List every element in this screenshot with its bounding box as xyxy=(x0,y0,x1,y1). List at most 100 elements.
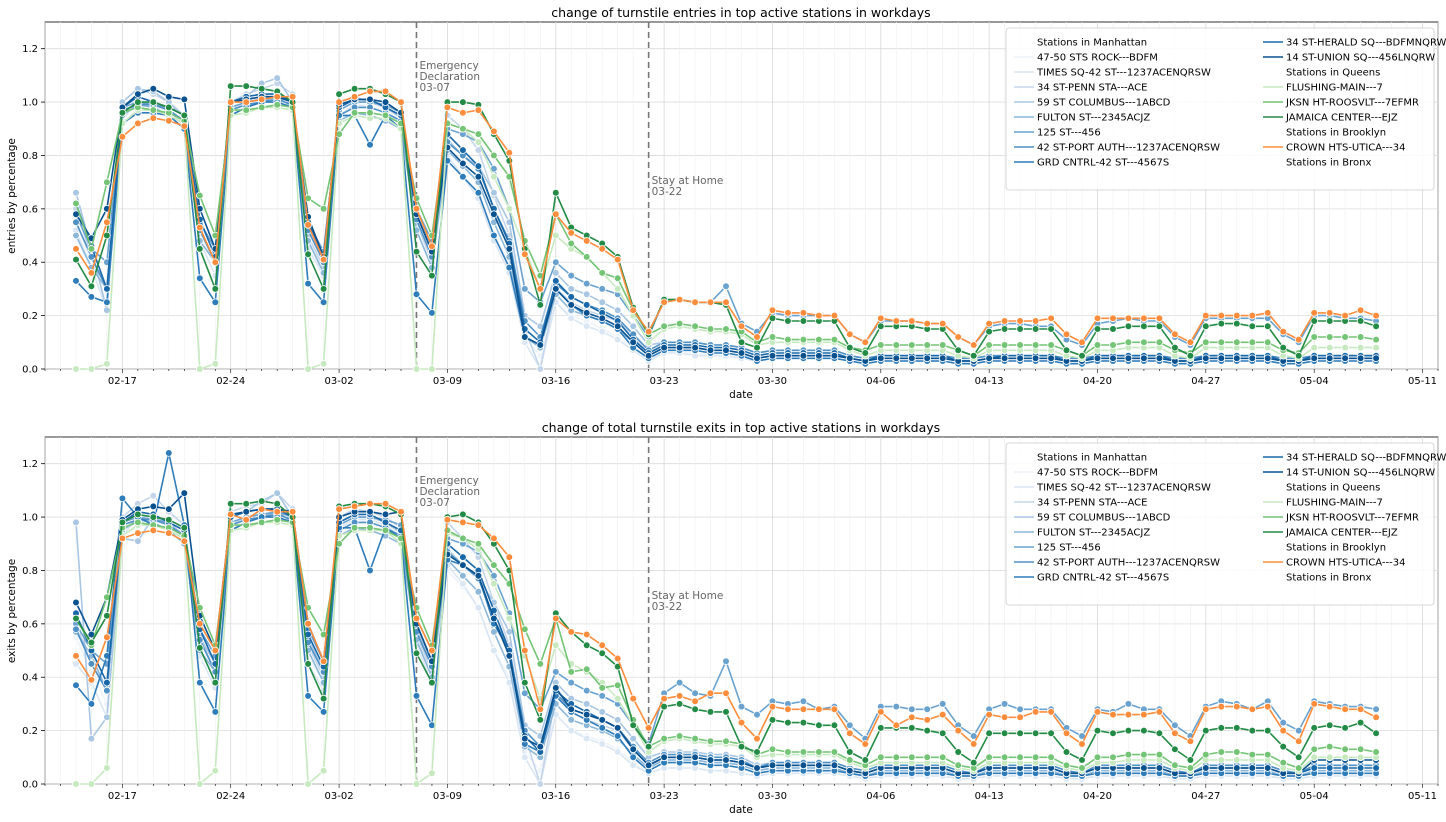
data-point xyxy=(938,729,947,738)
data-point xyxy=(350,502,359,511)
data-point xyxy=(490,151,498,160)
data-point xyxy=(1124,710,1133,719)
data-point xyxy=(737,338,746,347)
data-point xyxy=(567,716,575,724)
data-point xyxy=(1202,354,1210,363)
data-point xyxy=(490,210,498,219)
data-point xyxy=(520,646,529,655)
x-axis-label-exits: date xyxy=(729,804,753,816)
data-point xyxy=(72,365,80,373)
data-point xyxy=(969,351,978,360)
data-point xyxy=(1341,354,1349,363)
data-point xyxy=(613,274,622,283)
data-point xyxy=(567,229,575,237)
data-point xyxy=(753,764,761,772)
data-point xyxy=(1000,317,1009,325)
data-point xyxy=(799,335,808,344)
data-point xyxy=(861,756,870,764)
legend-entry: FLUSHING-MAIN---7 xyxy=(1286,498,1383,509)
data-point xyxy=(675,343,684,352)
data-point xyxy=(196,678,204,687)
data-point xyxy=(165,92,173,101)
data-point xyxy=(923,705,931,714)
x-tick-label: 03-02 xyxy=(325,791,354,802)
data-point xyxy=(598,716,606,724)
data-point xyxy=(1372,311,1380,320)
data-point xyxy=(1031,354,1040,363)
series-lines-exits xyxy=(72,449,1380,788)
data-point xyxy=(1047,729,1055,738)
data-point xyxy=(613,322,622,331)
data-point xyxy=(149,84,158,93)
data-point xyxy=(520,689,529,697)
data-point xyxy=(319,298,328,307)
data-point xyxy=(1310,333,1318,341)
data-point xyxy=(1186,764,1195,772)
data-point xyxy=(1233,311,1241,320)
data-point xyxy=(1310,764,1318,772)
data-point xyxy=(613,716,622,724)
data-point xyxy=(536,301,545,309)
data-point xyxy=(1016,341,1024,349)
data-point xyxy=(87,638,96,647)
data-point xyxy=(335,90,343,98)
legend-entry: 125 ST---456 xyxy=(1037,543,1101,554)
data-point xyxy=(1217,756,1226,764)
data-point xyxy=(691,689,699,697)
data-point xyxy=(1109,325,1117,333)
data-point xyxy=(660,734,668,743)
data-point xyxy=(1000,700,1009,708)
data-point xyxy=(691,697,699,706)
x-tick-label: 04-20 xyxy=(1083,791,1112,802)
data-point xyxy=(1325,343,1334,352)
data-point xyxy=(1031,341,1040,349)
data-point xyxy=(196,245,204,253)
legend-entry: JKSN HT-ROOSVLT---7EFMR xyxy=(1285,98,1419,109)
data-point xyxy=(784,351,792,360)
data-point xyxy=(474,571,483,580)
data-point xyxy=(737,718,746,727)
data-point xyxy=(520,250,529,259)
data-point xyxy=(459,98,467,106)
data-point xyxy=(319,205,328,213)
data-point xyxy=(397,507,405,516)
x-tick-label: 05-11 xyxy=(1408,791,1437,802)
y-tick-label: 0.0 xyxy=(22,365,38,376)
annotation-label: 03-07 xyxy=(419,497,450,509)
data-point xyxy=(505,614,514,623)
data-point xyxy=(366,499,374,508)
data-point xyxy=(768,745,777,754)
data-point xyxy=(598,724,606,732)
data-point xyxy=(257,84,266,93)
data-point xyxy=(613,335,622,344)
data-point xyxy=(366,95,374,104)
data-point xyxy=(675,753,684,762)
data-point xyxy=(1325,354,1334,363)
data-point xyxy=(1263,338,1272,347)
data-point xyxy=(753,748,761,756)
data-point xyxy=(768,314,777,323)
data-point xyxy=(938,341,947,349)
chart-title-exits: change of total turnstile exits in top a… xyxy=(542,420,940,435)
data-point xyxy=(165,505,173,513)
data-point xyxy=(536,716,545,724)
data-point xyxy=(490,646,498,655)
data-point xyxy=(675,678,684,687)
data-point xyxy=(366,109,374,117)
data-point xyxy=(366,507,374,516)
data-point xyxy=(1356,306,1365,315)
data-point xyxy=(257,103,266,112)
data-point xyxy=(722,689,730,697)
data-point xyxy=(211,258,220,267)
data-point xyxy=(1217,724,1226,732)
data-point xyxy=(1372,354,1380,363)
data-point xyxy=(1310,354,1318,363)
data-point xyxy=(1124,354,1133,363)
legend-group-header: Stations in Brooklyn xyxy=(1286,543,1386,554)
annotation-label: Declaration xyxy=(419,71,480,83)
data-point xyxy=(536,780,545,788)
legend-entry: JAMAICA CENTER---EJZ xyxy=(1285,113,1398,124)
data-point xyxy=(273,499,282,508)
data-point xyxy=(149,106,158,114)
data-point xyxy=(134,518,142,527)
